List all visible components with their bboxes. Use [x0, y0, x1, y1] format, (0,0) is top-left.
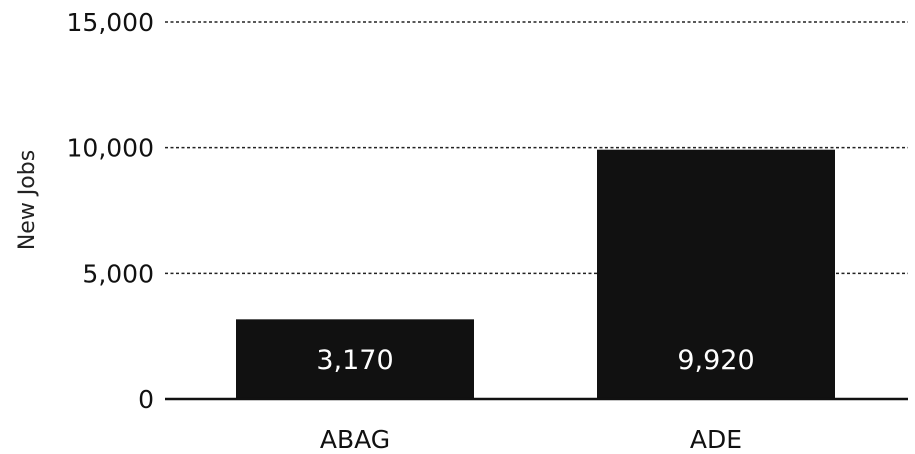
y-tick-label-0: 0: [138, 385, 154, 414]
bar-abag: [236, 319, 474, 399]
y-axis-title: New Jobs: [15, 150, 40, 250]
y-tick-label-5000: 5,000: [82, 259, 154, 288]
x-category-label-ade: ADE: [690, 425, 742, 454]
bar-ade: [597, 149, 835, 399]
data-label-abag: 3,170: [316, 345, 393, 376]
bars: 3,170 9,920: [165, 149, 908, 401]
x-category-labels: ABAG ADE: [320, 425, 742, 454]
data-label-ade: 9,920: [677, 345, 754, 376]
y-tick-labels: 0 5,000 10,000 15,000: [67, 8, 154, 414]
x-category-label-abag: ABAG: [320, 425, 390, 454]
gridlines: [165, 21, 908, 275]
y-tick-label-10000: 10,000: [67, 134, 154, 163]
y-tick-label-15000: 15,000: [67, 8, 154, 37]
